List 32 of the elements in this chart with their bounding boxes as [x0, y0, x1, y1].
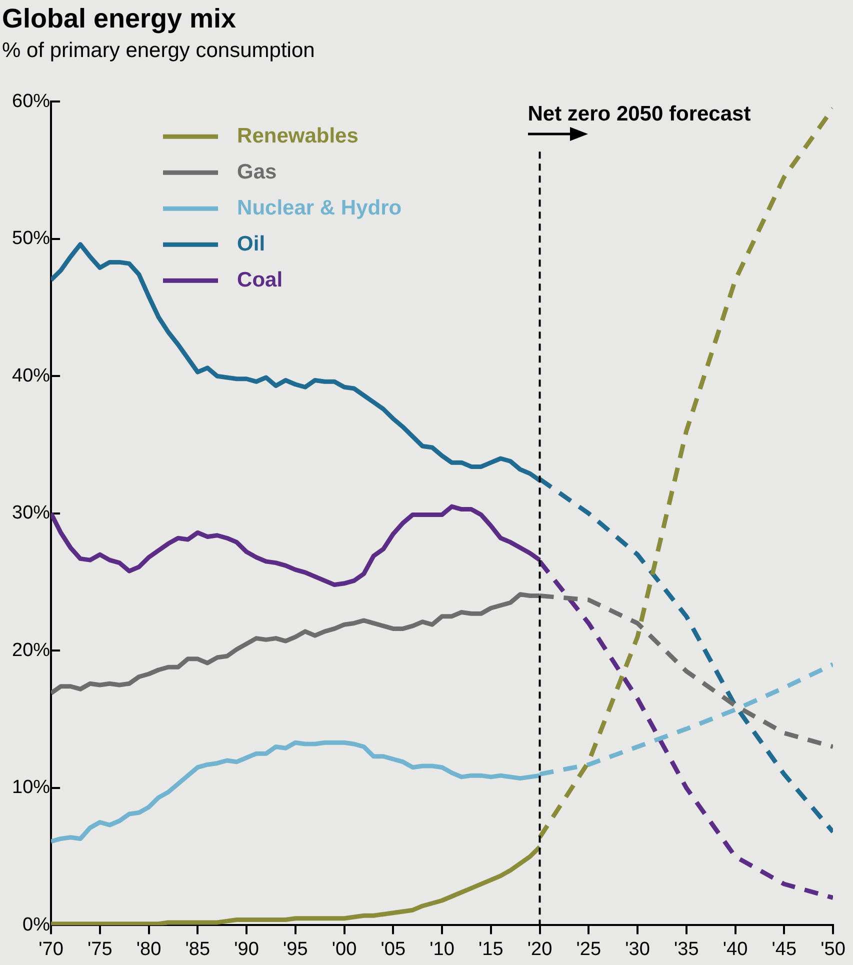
y-tick-label: 10%	[12, 777, 50, 798]
x-tick-label: '25	[576, 938, 602, 960]
y-tick-label: 0%	[22, 914, 50, 936]
x-tick-label: '20	[527, 938, 552, 960]
y-tick-label: 50%	[12, 228, 50, 250]
ref-line-label: Net zero 2050 forecast	[528, 102, 751, 126]
x-tick-label: '00	[332, 938, 357, 960]
x-tick-label: '70	[38, 938, 64, 960]
y-tick-label: 40%	[12, 365, 50, 386]
x-tick-label: '10	[430, 938, 454, 960]
x-tick-label: '15	[478, 938, 504, 960]
chart-subtitle: % of primary energy consumption	[2, 38, 315, 62]
legend-label: Oil	[237, 232, 266, 256]
x-tick-label: '85	[185, 938, 210, 960]
chart-title: Global energy mix	[2, 4, 236, 34]
x-tick-label: '45	[772, 938, 797, 960]
x-tick-label: '05	[380, 938, 406, 960]
legend-label: Nuclear & Hydro	[237, 196, 402, 220]
x-tick-label: '35	[674, 938, 699, 960]
x-tick-label: '80	[136, 938, 162, 960]
y-tick-label: 20%	[12, 640, 50, 661]
x-tick-label: '50	[820, 938, 846, 960]
y-tick-label: 60%	[12, 90, 50, 112]
legend-label: Coal	[237, 268, 283, 292]
x-tick-label: '75	[88, 938, 112, 960]
legend-label: Gas	[237, 160, 277, 184]
x-tick-label: '30	[625, 938, 650, 960]
x-tick-label: '90	[234, 938, 259, 960]
x-tick-label: '40	[722, 938, 748, 960]
x-tick-label: '95	[283, 938, 308, 960]
y-tick-label: 30%	[12, 502, 50, 524]
legend-label: Renewables	[237, 124, 358, 148]
